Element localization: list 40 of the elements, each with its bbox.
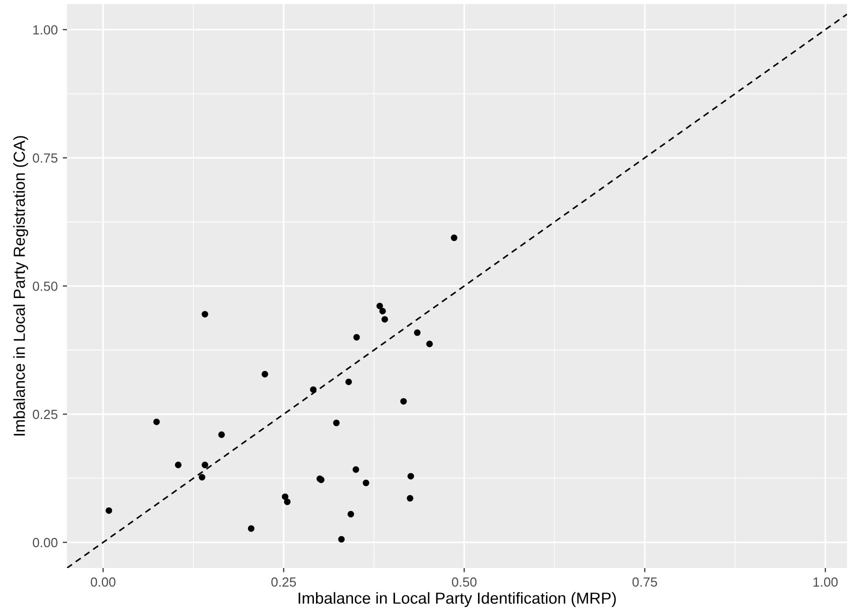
point [198,474,206,481]
x-tick-label: 0.25 [271,577,296,587]
point [202,310,208,318]
point [426,340,433,348]
point [218,431,225,438]
point [362,480,370,486]
x-axis-title: Imbalance in Local Party Identification (MRP) [298,592,616,607]
point [338,536,345,543]
y-tick-label: 0.75 [32,153,58,163]
y-tick-label: 0.25 [32,410,58,420]
point [353,334,360,341]
x-tick-label: 0.50 [452,577,477,587]
point [379,308,386,314]
point [348,510,354,518]
point [376,302,383,310]
x-tick-label: 1.00 [814,577,838,587]
point [262,370,268,378]
point [414,329,421,336]
y-tick-label: 0.00 [32,538,58,548]
point [406,495,414,502]
point [106,507,112,514]
x-tick-label: 0.00 [90,577,116,587]
point [284,498,291,506]
point [202,462,208,468]
point [352,466,360,473]
y-tick-label: 0.50 [32,282,58,291]
point [382,316,388,323]
point [153,418,160,426]
point [174,462,182,468]
point [248,525,254,532]
point [333,420,340,426]
y-tick-label: 1.00 [33,25,58,35]
point [345,378,352,386]
point [408,472,414,480]
point [450,234,458,242]
point [282,493,288,500]
x-tick-label: 0.75 [632,577,658,587]
y-axis-title: Imbalance in Local Party Registration (CA) [13,136,28,436]
point [400,398,407,405]
point [310,386,317,393]
